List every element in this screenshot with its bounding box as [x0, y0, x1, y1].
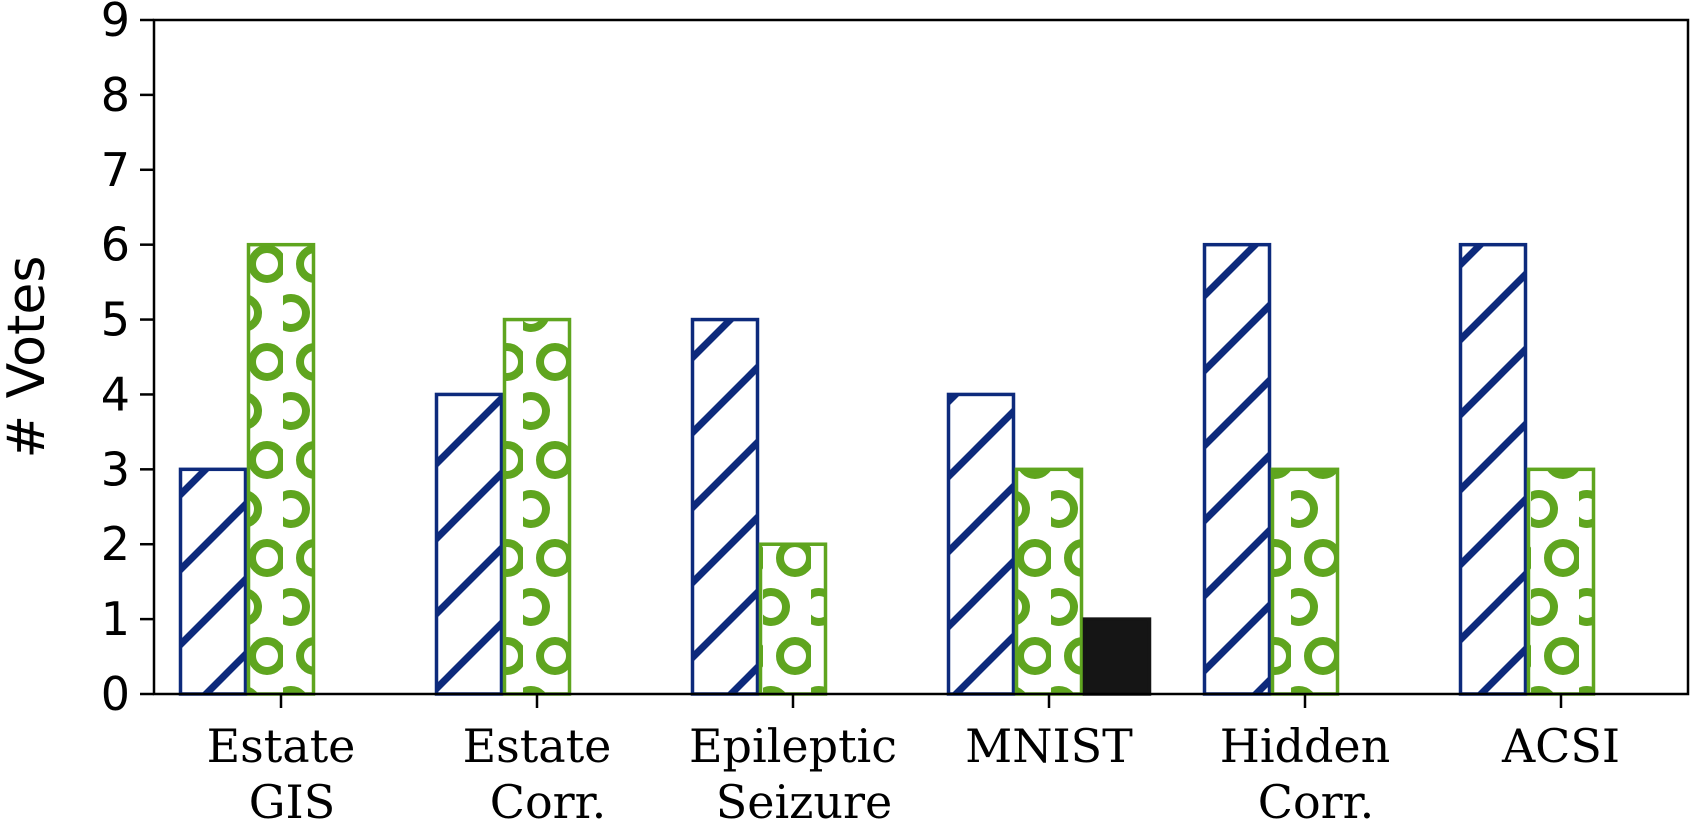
- bar-series-2-0: [246, 242, 316, 696]
- x-tick-label: GIS: [249, 775, 335, 829]
- x-tick-label: Seizure: [716, 775, 893, 829]
- y-tick-label: 9: [101, 0, 130, 47]
- plot-frame: [152, 18, 1690, 696]
- y-tick-label: 4: [101, 367, 130, 421]
- bar-series-2-4: [1270, 467, 1340, 696]
- bar-series-1-0: [178, 467, 248, 696]
- bar-series-2-2: [758, 542, 828, 696]
- x-tick-label: Estate: [463, 719, 612, 773]
- y-tick-label: 6: [101, 218, 130, 272]
- x-tick-label: Corr.: [490, 775, 606, 829]
- y-tick-label: 0: [101, 667, 130, 721]
- bar-series-1-3: [946, 392, 1016, 696]
- bar-series-3-3: [1082, 617, 1152, 696]
- bar-series-2-5: [1526, 467, 1596, 696]
- y-tick-label: 5: [101, 293, 130, 347]
- axes-group: [140, 18, 1690, 708]
- x-tick-label: Epileptic: [689, 719, 897, 773]
- x-tick-label: ACSI: [1501, 719, 1620, 773]
- x-tick-label: Hidden: [1220, 719, 1391, 773]
- labels-group: 0123456789EstateGISEstateCorr.EpilepticS…: [0, 0, 1620, 829]
- bar-series-2-3: [1014, 467, 1084, 696]
- y-tick-label: 3: [101, 442, 130, 496]
- bar-series-1-5: [1458, 242, 1528, 696]
- x-tick-label: Corr.: [1258, 775, 1374, 829]
- bar-series-1-2: [690, 317, 760, 696]
- bars-group: [178, 242, 1596, 696]
- bar-series-1-1: [434, 392, 504, 696]
- y-tick-label: 8: [101, 68, 130, 122]
- y-tick-label: 1: [101, 592, 130, 646]
- y-axis-title: # Votes: [0, 256, 57, 459]
- y-tick-label: 7: [101, 143, 130, 197]
- x-tick-label: MNIST: [965, 719, 1133, 773]
- bar-series-2-1: [502, 317, 572, 696]
- y-tick-label: 2: [101, 517, 130, 571]
- bar-series-1-4: [1202, 242, 1272, 696]
- x-tick-label: Estate: [207, 719, 356, 773]
